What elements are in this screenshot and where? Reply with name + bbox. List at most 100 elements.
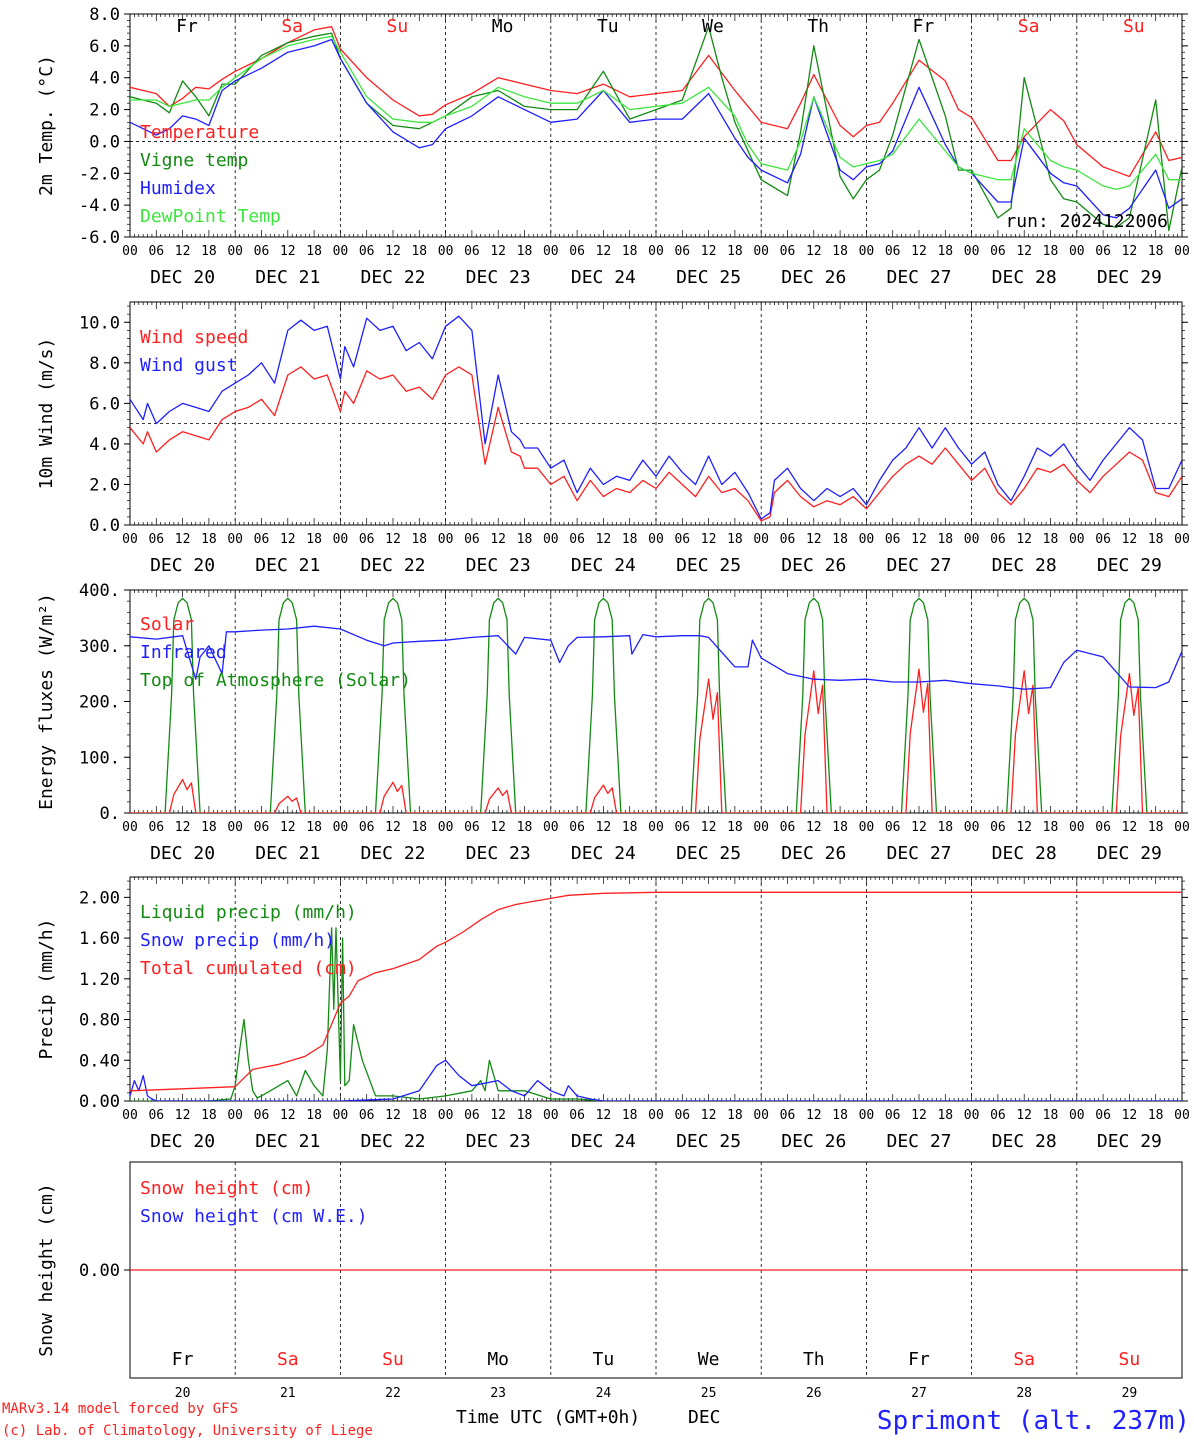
hour-label: 00 [753,532,769,547]
series-line-snow-precip-mm-h- [130,1059,1182,1101]
day-label: Fr [908,1349,930,1370]
hour-label: 12 [806,1108,822,1123]
series-layer [130,315,1182,522]
hour-label: 12 [175,820,191,835]
day-number-label: 28 [1016,1386,1032,1401]
series-line-total-cumulated-cm- [130,891,1182,1092]
day-label: Sa [1013,1349,1035,1370]
series-line-vigne-temp [130,26,1182,232]
hour-label: 12 [701,820,717,835]
series-layer [130,26,1182,232]
hour-label: 12 [596,1108,612,1123]
hour-label: 00 [964,1108,980,1123]
hour-label: 06 [569,1108,585,1123]
hour-label: 06 [885,820,901,835]
hour-label: 12 [385,244,401,259]
hour-label: 18 [1043,532,1059,547]
date-label: DEC 28 [992,267,1057,288]
y-tick-label: 0. [100,804,120,824]
hour-label: 00 [1069,532,1085,547]
hour-label: 00 [859,820,875,835]
y-tick-label: 0.0 [89,132,120,152]
hour-label: 12 [490,532,506,547]
hour-label: 00 [1174,1108,1190,1123]
series-line-humidex [130,38,1182,219]
hour-label: 18 [832,1108,848,1123]
hour-label: 00 [753,1108,769,1123]
hour-label: 18 [201,820,217,835]
date-label: DEC 22 [360,555,425,576]
day-label: Sa [281,16,303,37]
legend-entry: Liquid precip (mm/h) [140,902,357,923]
hour-label: 00 [648,244,664,259]
hour-label: 18 [306,820,322,835]
hour-label: 06 [148,244,164,259]
hour-label: 00 [122,1108,138,1123]
legend-entry: Top of Atmosphere (Solar) [140,670,411,691]
hour-label: 06 [359,820,375,835]
hour-label: 00 [859,532,875,547]
date-label: DEC 29 [1097,555,1162,576]
hour-label: 18 [622,244,638,259]
hour-label: 12 [175,244,191,259]
hour-label: 06 [464,532,480,547]
footer-month: DEC [688,1407,721,1428]
hour-label: 00 [438,244,454,259]
hour-label: 12 [701,532,717,547]
hour-label: 12 [1122,532,1138,547]
hour-label: 12 [911,820,927,835]
y-tick-label: -2.0 [79,164,120,184]
day-label: Fr [913,16,935,37]
day-label: Mo [487,1349,509,1370]
date-label: DEC 22 [360,843,425,864]
hour-label: 06 [569,532,585,547]
day-label: Su [387,16,409,37]
panel-1: 00 06 12 18 00 06 12 18 00 06 12 18 00 06 12 18 00 06 12 18… [36,5,1190,288]
hour-label: 12 [490,1108,506,1123]
hour-label: 06 [674,1108,690,1123]
hour-label: 06 [990,1108,1006,1123]
legend-entry: DewPoint Temp [140,206,281,227]
day-label: Fr [172,1349,194,1370]
hour-label: 12 [596,244,612,259]
hour-label: 00 [753,244,769,259]
hour-label: 06 [990,532,1006,547]
hour-label: 12 [175,1108,191,1123]
hour-label: 12 [911,532,927,547]
hour-label: 06 [254,532,270,547]
run-label: run: 2024122006 [1005,211,1168,232]
series-layer [130,597,1182,813]
series-line-infrared [130,625,1182,690]
y-axis-label: 2m Temp. (°C) [36,55,57,196]
hour-label: 18 [622,532,638,547]
day-label: Su [1119,1349,1141,1370]
date-label: DEC 25 [676,843,741,864]
hour-label: 18 [832,820,848,835]
date-label: DEC 24 [571,555,636,576]
day-label: Th [803,1349,825,1370]
hour-label: 12 [806,532,822,547]
y-tick-label: 0.40 [79,1051,120,1071]
hour-label: 18 [1043,1108,1059,1123]
footer-credit-1: MARv3.14 model forced by GFS [2,1401,238,1417]
series-layer [130,891,1182,1101]
day-number-label: 27 [911,1386,927,1401]
hour-label: 00 [438,820,454,835]
hour-label: 00 [1174,820,1190,835]
date-label: DEC 27 [886,267,951,288]
date-label: DEC 26 [781,843,846,864]
hour-label: 00 [122,820,138,835]
date-label: DEC 29 [1097,843,1162,864]
hour-label: 06 [674,820,690,835]
y-tick-label: 4.0 [89,435,120,455]
hour-label: 00 [543,532,559,547]
day-label: Sa [1018,16,1040,37]
day-number-label: 23 [490,1386,506,1401]
date-label: DEC 24 [571,1131,636,1152]
hour-label: 00 [648,532,664,547]
hour-label: 18 [622,1108,638,1123]
hour-label: 18 [1148,1108,1164,1123]
day-label: Sa [277,1349,299,1370]
y-axis-label: 10m Wind (m/s) [36,338,57,490]
y-tick-label: 300. [79,637,120,657]
